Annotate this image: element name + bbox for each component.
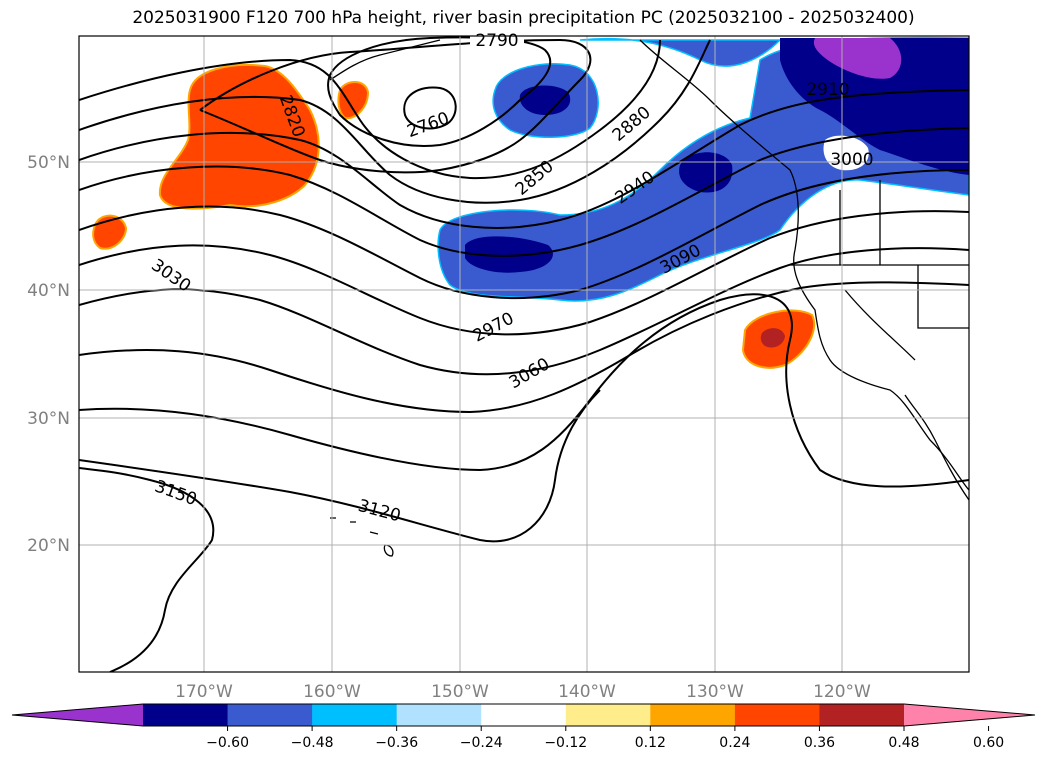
lon-label-150w: 150°W xyxy=(431,682,489,702)
contour-2850 xyxy=(79,39,661,180)
gridlines xyxy=(79,36,969,672)
colorbar-segment xyxy=(565,704,651,726)
colorbar-segment xyxy=(734,704,820,726)
shading-navy-2 xyxy=(519,85,571,115)
contour-2880 xyxy=(79,39,711,204)
colorbar-tick-label: −0.60 xyxy=(206,735,249,751)
us-west-coast xyxy=(793,249,969,491)
alaska-coast xyxy=(329,39,441,81)
colorbar-tick-label: 0.60 xyxy=(973,735,1004,751)
colorbar-segment xyxy=(396,704,482,726)
longitude-labels: 170°W 160°W 150°W 140°W 130°W 120°W xyxy=(175,682,871,702)
map-frame xyxy=(78,35,970,673)
us-state-borders xyxy=(790,180,969,361)
colorbar-segment xyxy=(227,704,313,726)
colorbar: −0.60 −0.48 −0.36 −0.24 −0.12 0.12 0.24 0.36 0.4… xyxy=(11,703,1036,751)
colorbar-tick-label: 0.12 xyxy=(635,735,666,751)
shading-orange-3 xyxy=(337,81,370,120)
lat-label-20n: 20°N xyxy=(27,536,70,556)
contour-3000 xyxy=(79,210,969,336)
shading-darkred xyxy=(760,328,785,348)
lat-label-40n: 40°N xyxy=(27,281,70,301)
lon-label-160w: 160°W xyxy=(303,682,361,702)
colorbar-tick-label: 0.24 xyxy=(719,735,750,751)
lon-label-170w: 170°W xyxy=(175,682,233,702)
contour-2790 xyxy=(327,36,552,147)
lon-label-130w: 130°W xyxy=(686,682,744,702)
colorbar-segment xyxy=(819,704,905,726)
coastlines xyxy=(329,39,969,557)
map-panel xyxy=(79,36,969,672)
lat-label-30n: 30°N xyxy=(27,409,70,429)
negative-precip-shading xyxy=(437,36,969,302)
canada-coast xyxy=(639,39,799,251)
contour-2940 xyxy=(79,127,969,257)
contour-2970 xyxy=(79,169,969,300)
colorbar-outline xyxy=(11,703,1036,727)
contour-3090 xyxy=(79,293,969,488)
colorbar-segment xyxy=(481,704,567,726)
contour-2910 xyxy=(79,89,969,229)
shading-navy-4 xyxy=(780,38,969,175)
contour-label: 3000 xyxy=(830,150,873,170)
colorbar-tick-label: −0.12 xyxy=(544,735,587,751)
shading-purple xyxy=(813,38,902,79)
colorbar-segment xyxy=(650,704,736,726)
colorbar-tick-label: −0.48 xyxy=(291,735,334,751)
contour-2760 xyxy=(403,86,457,130)
contour-3060 xyxy=(79,281,969,414)
shading-navy-1 xyxy=(465,236,553,273)
colorbar-extend-high xyxy=(904,704,1035,726)
contour-3030 xyxy=(79,247,969,376)
contour-3120 xyxy=(79,389,601,543)
lat-label-50n: 50°N xyxy=(27,153,70,173)
colorbar-segment xyxy=(312,704,398,726)
colorbar-tick-label: 0.36 xyxy=(804,735,835,751)
colorbar-segment xyxy=(143,704,229,726)
contour-label: 2790 xyxy=(475,31,518,51)
colorbar-tick-label: 0.48 xyxy=(888,735,919,751)
hawaii xyxy=(330,517,394,557)
baja-coast xyxy=(904,394,969,501)
lon-label-140w: 140°W xyxy=(558,682,616,702)
contour-3150 xyxy=(79,467,215,672)
colorbar-tick-label: −0.24 xyxy=(460,735,503,751)
colorbar-tick-label: −0.36 xyxy=(375,735,418,751)
page-title: 2025031900 F120 700 hPa height, river ba… xyxy=(132,8,915,28)
shading-orange-2 xyxy=(92,214,128,250)
latitude-labels: 50°N 40°N 30°N 20°N xyxy=(27,153,70,556)
height-contours xyxy=(79,36,969,672)
contour-label: 2910 xyxy=(806,80,849,100)
colorbar-extend-low xyxy=(12,704,143,726)
lon-label-120w: 120°W xyxy=(813,682,871,702)
